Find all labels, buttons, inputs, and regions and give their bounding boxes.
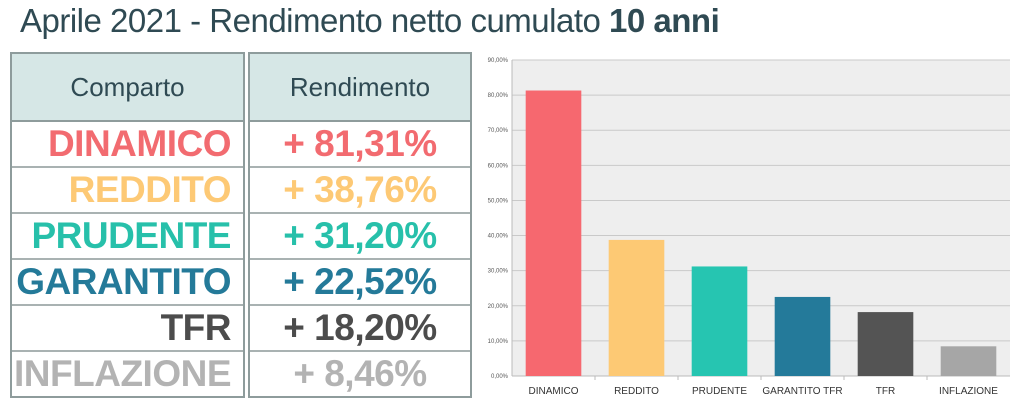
bar — [857, 312, 914, 376]
bar-chart-svg: 0,00% 10,00% 20,00% 30,00% 40,00% 50,00% 60,00… — [488, 58, 1010, 397]
title-bold: 10 anni — [609, 2, 720, 39]
x-tick-label: GARANTITO TFR — [762, 386, 842, 397]
header-rendimento: Rendimento — [250, 54, 470, 122]
page-title: Aprile 2021 - Rendimento netto cumulato … — [20, 2, 720, 40]
bar — [774, 296, 831, 376]
bar — [691, 266, 748, 376]
y-tick-label: 20,00% — [488, 304, 509, 310]
y-tick-label: 80,00% — [488, 93, 509, 99]
rendimento-column: Rendimento + 81,31% + 38,76% + 31,20% + … — [248, 52, 472, 398]
y-tick-label: 10,00% — [488, 339, 509, 345]
x-tick-label: INFLAZIONE — [939, 386, 998, 397]
comparto-garantito: GARANTITO — [12, 260, 243, 306]
x-tick-label: TFR — [876, 386, 895, 397]
y-tick-label: 70,00% — [488, 128, 509, 134]
title-main: Aprile 2021 - Rendimento netto cumulato — [20, 2, 601, 39]
bar — [525, 90, 582, 377]
rendimento-garantito: + 22,52% — [250, 260, 470, 306]
rendimento-prudente: + 31,20% — [250, 214, 470, 260]
bar-chart: 0,00% 10,00% 20,00% 30,00% 40,00% 50,00% 60,00… — [470, 48, 1022, 410]
bar — [608, 239, 665, 376]
comparto-tfr: TFR — [12, 306, 243, 352]
comparto-column: Comparto DINAMICO REDDITO PRUDENTE GARAN… — [10, 52, 245, 398]
y-tick-label: 50,00% — [488, 198, 509, 204]
y-tick-label: 30,00% — [488, 269, 509, 275]
y-tick-label: 40,00% — [488, 234, 509, 240]
y-tick-label: 0,00% — [491, 374, 509, 380]
x-tick-label: REDDITO — [614, 386, 659, 397]
header-comparto: Comparto — [12, 54, 243, 122]
y-tick-label: 60,00% — [488, 163, 509, 169]
comparto-prudente: PRUDENTE — [12, 214, 243, 260]
rendimento-tfr: + 18,20% — [250, 306, 470, 352]
rendimento-dinamico: + 81,31% — [250, 122, 470, 168]
comparto-reddito: REDDITO — [12, 168, 243, 214]
plot-area — [512, 60, 1010, 376]
x-tick-label: PRUDENTE — [692, 386, 747, 397]
y-tick-label: 90,00% — [488, 58, 509, 64]
rendimento-inflazione: + 8,46% — [293, 353, 427, 394]
bar — [940, 346, 997, 376]
comparto-inflazione: INFLAZIONE — [14, 353, 231, 394]
x-tick-label: DINAMICO — [529, 386, 579, 397]
rendimento-reddito: + 38,76% — [250, 168, 470, 214]
comparto-dinamico: DINAMICO — [12, 122, 243, 168]
